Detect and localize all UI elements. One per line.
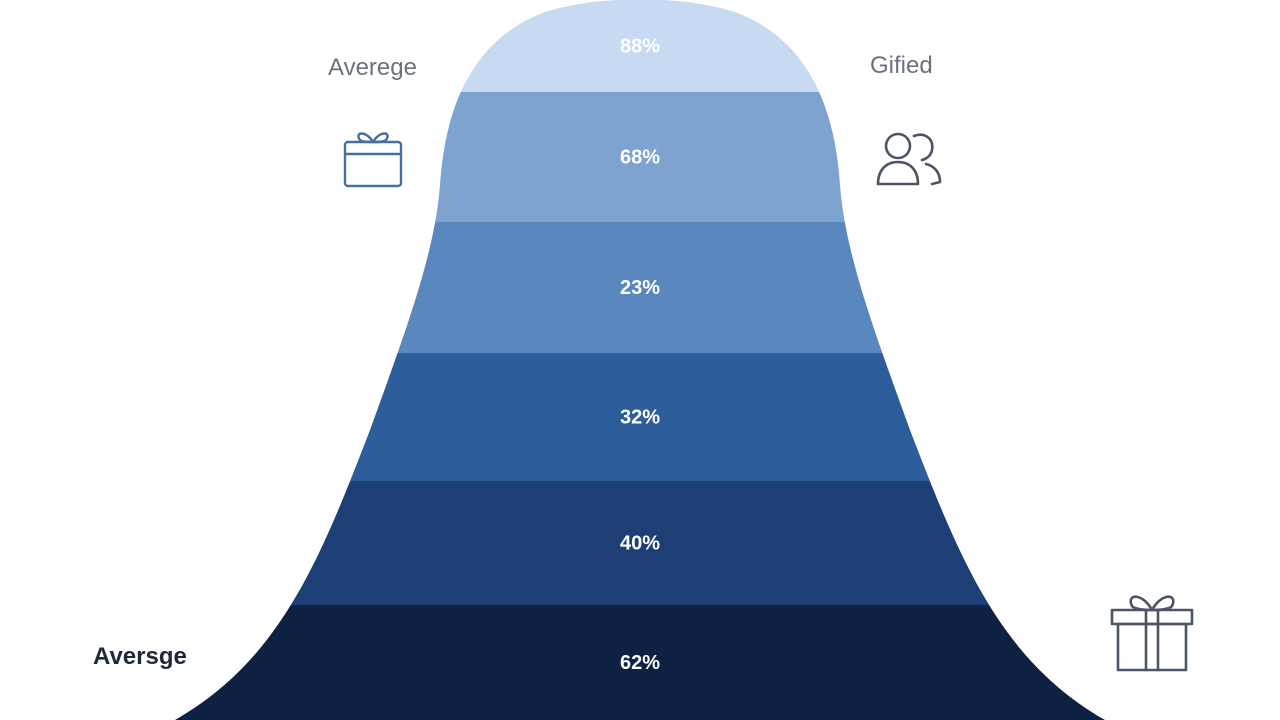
- gift-icon: [1110, 595, 1194, 672]
- funnel-segment-labels: 88% 68% 23% 32% 40% 62%: [620, 35, 660, 674]
- gift-icon: [343, 132, 403, 188]
- funnel-segment-label: 23%: [620, 277, 660, 299]
- funnel-segment-label: 40%: [620, 532, 660, 554]
- funnel-segment-label: 88%: [620, 35, 660, 57]
- funnel-segment-label: 32%: [620, 406, 660, 428]
- users-icon: [876, 132, 942, 186]
- funnel-segment-label: 68%: [620, 146, 660, 168]
- annotation-bottom-left: Aversge: [93, 643, 187, 670]
- annotation-top-left: Averege: [328, 54, 417, 81]
- funnel-segment: [175, 605, 1105, 720]
- annotation-top-right: Gified: [870, 52, 933, 79]
- funnel-segment-label: 62%: [620, 652, 660, 674]
